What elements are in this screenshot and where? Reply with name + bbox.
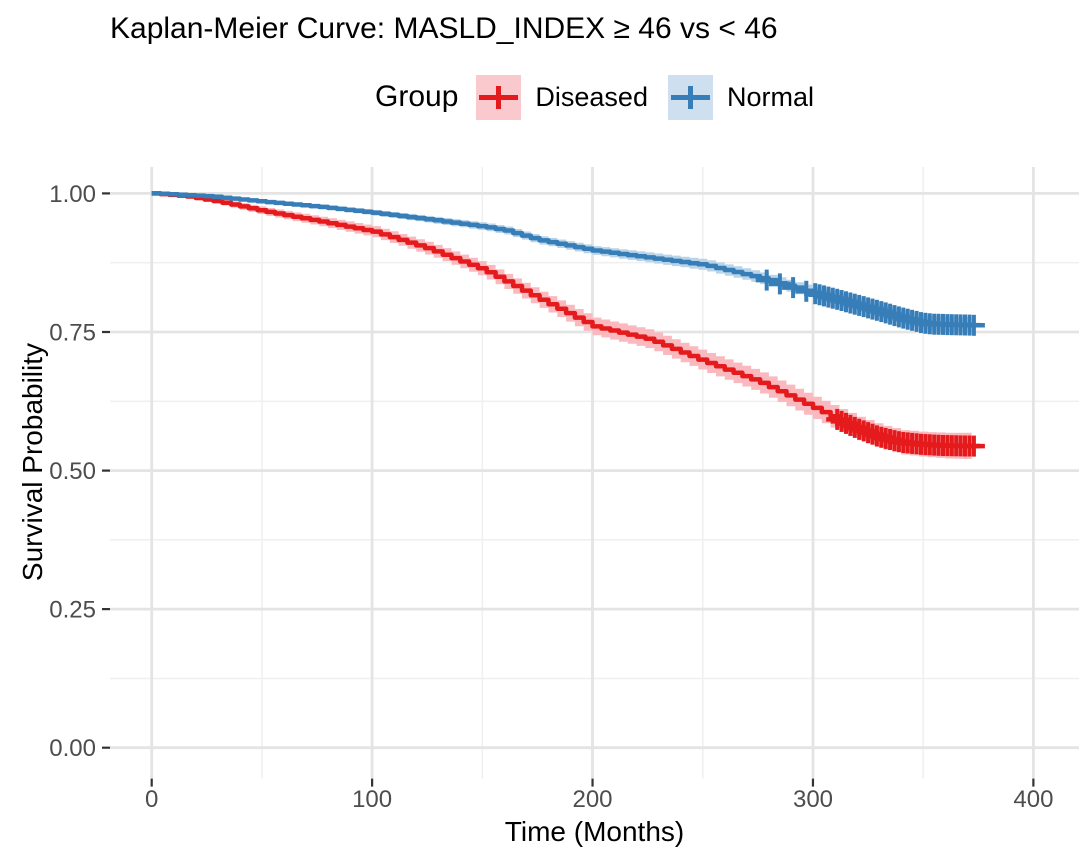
x-tick-label-100: 100 xyxy=(352,786,392,813)
y-tick-label-0.50: 0.50 xyxy=(49,458,96,485)
legend-label-normal: Normal xyxy=(726,81,814,112)
y-tick-label-1.00: 1.00 xyxy=(49,181,96,208)
ci-ribbon-diseased xyxy=(151,192,972,460)
y-tick-label-0.25: 0.25 xyxy=(49,597,96,624)
km-curve-diseased xyxy=(151,191,974,449)
legend-key-normal xyxy=(667,74,713,120)
legend-title: Group xyxy=(375,80,459,113)
legend-item-normal: Normal xyxy=(667,74,814,120)
legend-label-diseased: Diseased xyxy=(535,81,648,112)
legend-key-diseased xyxy=(476,74,522,120)
legend-item-diseased: Diseased xyxy=(476,74,648,120)
censor-plus-icon xyxy=(479,85,519,109)
x-tick-label-200: 200 xyxy=(572,786,612,813)
x-tick-label-300: 300 xyxy=(793,786,833,813)
plot-panel xyxy=(110,167,1079,779)
y-axis-title: Survival Probability xyxy=(17,342,48,582)
censor-plus-icon xyxy=(670,85,710,109)
x-tick-label-400: 400 xyxy=(1013,786,1053,813)
legend: Group Diseased Normal xyxy=(110,74,1079,120)
x-axis-title: Time (Months) xyxy=(504,816,685,847)
chart-title: Kaplan-Meier Curve: MASLD_INDEX ≥ 46 vs … xyxy=(110,12,778,45)
x-tick-label-0: 0 xyxy=(145,786,158,813)
y-tick-label-0.75: 0.75 xyxy=(49,320,96,347)
y-tick-label-0.00: 0.00 xyxy=(49,735,96,762)
